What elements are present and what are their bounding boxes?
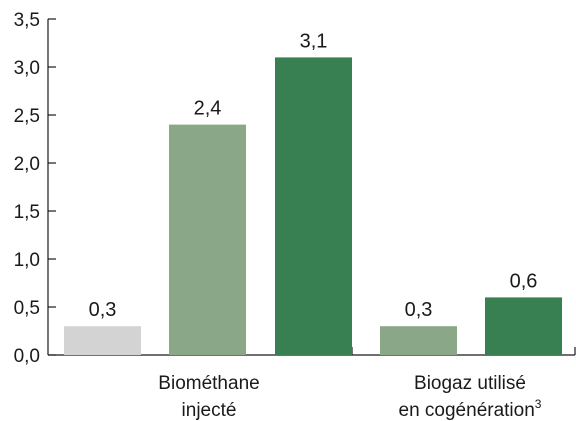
data-label: 0,3 xyxy=(405,299,433,321)
category-label-superscript: 3 xyxy=(535,397,542,411)
y-tick-label: 1,0 xyxy=(14,250,40,271)
data-label: 3,1 xyxy=(300,30,328,52)
data-label: 0,6 xyxy=(510,270,538,292)
bar xyxy=(380,326,457,355)
data-label: 2,4 xyxy=(194,98,222,120)
bar xyxy=(169,124,246,355)
y-tick-label: 0,0 xyxy=(14,346,40,367)
bars: 0,3 2,4 3,1 0,3 0,6 xyxy=(64,30,562,356)
y-tick-label: 2,5 xyxy=(14,106,40,127)
y-tick-label: 3,5 xyxy=(14,10,40,31)
bar xyxy=(64,326,141,355)
y-tick-label: 3,0 xyxy=(14,58,40,79)
y-axis: 0,0 0,5 1,0 1,5 2,0 2,5 3,0 3,5 xyxy=(14,10,56,367)
bar xyxy=(275,57,352,356)
bar xyxy=(485,297,562,355)
category-label-line: injecté xyxy=(182,400,237,421)
data-label: 0,3 xyxy=(89,299,117,321)
category-label-line: Biogaz utilisé xyxy=(414,373,526,394)
category-label-line: en cogénération3 xyxy=(399,397,542,421)
y-tick-label: 1,5 xyxy=(14,202,40,223)
y-tick-label: 0,5 xyxy=(14,298,40,319)
y-tick-label: 2,0 xyxy=(14,154,40,175)
category-labels: Biométhane injecté Biogaz utilisé en cogéné… xyxy=(158,373,542,421)
category-label-line: Biométhane xyxy=(158,373,259,394)
